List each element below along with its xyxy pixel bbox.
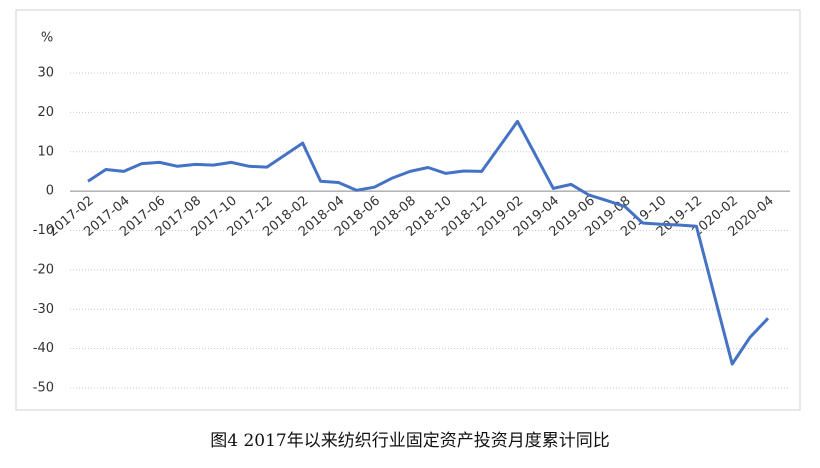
y-tick-label: 10 bbox=[37, 144, 54, 159]
y-tick-label: -20 bbox=[33, 262, 54, 277]
y-tick-label: -50 bbox=[33, 381, 54, 396]
y-axis-unit: % bbox=[41, 31, 53, 46]
y-tick-label: -10 bbox=[33, 223, 54, 238]
y-tick-label: -30 bbox=[33, 302, 54, 317]
y-tick-label: -40 bbox=[33, 341, 54, 356]
y-tick-label: 30 bbox=[37, 66, 54, 81]
caption: 图4 2017年以来纺织行业固定资产投资月度累计同比 bbox=[210, 431, 609, 451]
y-tick-label: 0 bbox=[46, 184, 54, 199]
chart-frame bbox=[15, 9, 801, 411]
data-line bbox=[87, 119, 770, 366]
y-tick-label: 20 bbox=[37, 105, 54, 120]
